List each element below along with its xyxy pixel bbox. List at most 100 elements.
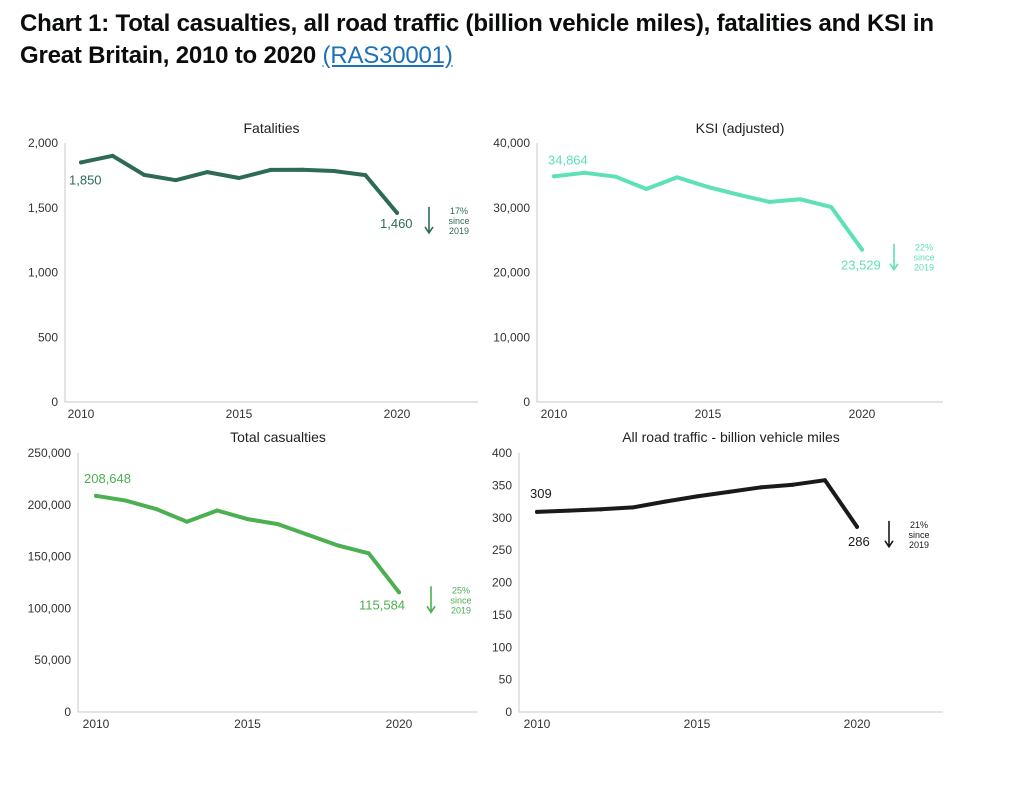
chart-title: KSI (adjusted)	[696, 120, 785, 136]
start-value-label: 309	[530, 486, 552, 501]
y-tick-label: 0	[523, 395, 530, 409]
data-point	[582, 170, 587, 175]
y-tick-label: 200	[492, 576, 512, 590]
y-tick-label: 10,000	[493, 330, 530, 344]
data-point	[306, 532, 311, 537]
down-arrow-icon	[424, 206, 434, 235]
chart-1: Fatalities 0 500 1,000 1,500 2,000 2010 2015 202…	[28, 120, 478, 421]
y-tick-label: 40,000	[493, 136, 530, 150]
series-line	[79, 153, 399, 215]
y-tick-label: 250	[492, 543, 512, 557]
data-point	[791, 482, 795, 487]
data-point	[94, 493, 98, 498]
chart-title: All road traffic - billion vehicle miles	[622, 429, 840, 445]
chart-3: Total casualties 0 50,000 100,000 150,000 200…	[28, 429, 478, 731]
change-note: 21%	[910, 520, 928, 530]
data-point	[184, 519, 189, 524]
change-note: 2019	[914, 263, 934, 273]
data-point	[275, 522, 280, 527]
y-tick-label: 0	[51, 395, 58, 409]
data-point	[798, 197, 803, 202]
y-tick-label: 50	[499, 673, 513, 687]
start-value-label: 1,850	[69, 172, 102, 187]
data-point	[535, 509, 539, 514]
x-tick-label: 2015	[684, 717, 711, 731]
data-point	[245, 517, 250, 522]
chart-title: Fatalities	[243, 120, 299, 136]
data-point	[567, 508, 571, 513]
axis-frame	[518, 453, 943, 713]
y-tick-label: 100,000	[28, 601, 72, 615]
data-point	[79, 160, 83, 165]
data-point	[727, 489, 731, 494]
data-point	[300, 167, 305, 172]
x-tick-label: 2010	[524, 717, 551, 731]
chart-2: KSI (adjusted) 0 10,000 20,000 30,000 40,000 2…	[493, 120, 943, 421]
page-title: Chart 1: Total casualties, all road traf…	[20, 8, 1000, 72]
change-note: 2019	[909, 540, 929, 550]
data-point	[215, 508, 220, 513]
x-tick-label: 2010	[541, 407, 568, 421]
y-tick-label: 500	[38, 330, 58, 344]
change-note: since	[448, 216, 469, 226]
data-point	[644, 186, 649, 191]
end-value-label: 286	[848, 534, 870, 549]
data-point	[154, 507, 159, 512]
x-tick-label: 2015	[234, 717, 261, 731]
end-value-label: 23,529	[841, 258, 881, 273]
chart-title: Total casualties	[230, 429, 326, 445]
start-value-label: 34,864	[548, 152, 588, 167]
x-tick-label: 2010	[68, 407, 95, 421]
data-point	[395, 210, 399, 215]
data-point	[613, 174, 618, 179]
start-value-label: 208,648	[84, 471, 131, 486]
data-point	[759, 485, 763, 490]
y-tick-label: 30,000	[493, 201, 530, 215]
x-tick-label: 2015	[695, 407, 722, 421]
y-tick-label: 0	[64, 705, 71, 719]
data-point	[552, 174, 556, 179]
x-tick-label: 2020	[844, 717, 871, 731]
data-point	[397, 590, 401, 595]
y-tick-label: 400	[492, 446, 512, 460]
y-tick-label: 200,000	[28, 498, 72, 512]
x-tick-label: 2015	[226, 407, 253, 421]
data-point	[860, 247, 864, 252]
data-point	[829, 205, 834, 210]
series-line	[535, 478, 859, 529]
x-tick-label: 2020	[384, 407, 411, 421]
y-tick-label: 150	[492, 608, 512, 622]
y-tick-label: 250,000	[28, 446, 72, 460]
y-tick-label: 300	[492, 511, 512, 525]
data-point	[142, 172, 147, 177]
series-line	[552, 170, 864, 252]
data-point	[268, 167, 273, 172]
y-tick-label: 50,000	[34, 653, 71, 667]
data-point	[237, 175, 241, 180]
end-value-label: 115,584	[359, 597, 405, 612]
data-point	[124, 498, 129, 503]
data-point	[706, 185, 710, 190]
change-note: since	[450, 595, 471, 605]
ras30001-link[interactable]: (RAS30001)	[322, 42, 453, 69]
data-point	[663, 499, 667, 504]
down-arrow-icon	[426, 586, 436, 614]
data-point	[631, 505, 635, 510]
y-tick-label: 1,000	[28, 266, 58, 280]
change-note: 2019	[449, 226, 469, 236]
data-point	[675, 175, 680, 180]
data-point	[205, 170, 210, 175]
x-tick-label: 2020	[386, 717, 413, 731]
end-value-label: 1,460	[380, 216, 413, 231]
axis-frame	[536, 143, 943, 403]
change-note: 17%	[450, 206, 468, 216]
change-note: since	[913, 253, 934, 263]
change-note: 2019	[451, 605, 471, 615]
x-tick-label: 2020	[849, 407, 876, 421]
change-note: 25%	[452, 585, 470, 595]
data-point	[736, 192, 741, 197]
data-point	[599, 507, 603, 512]
change-note: 22%	[915, 243, 933, 253]
down-arrow-icon	[889, 243, 899, 272]
